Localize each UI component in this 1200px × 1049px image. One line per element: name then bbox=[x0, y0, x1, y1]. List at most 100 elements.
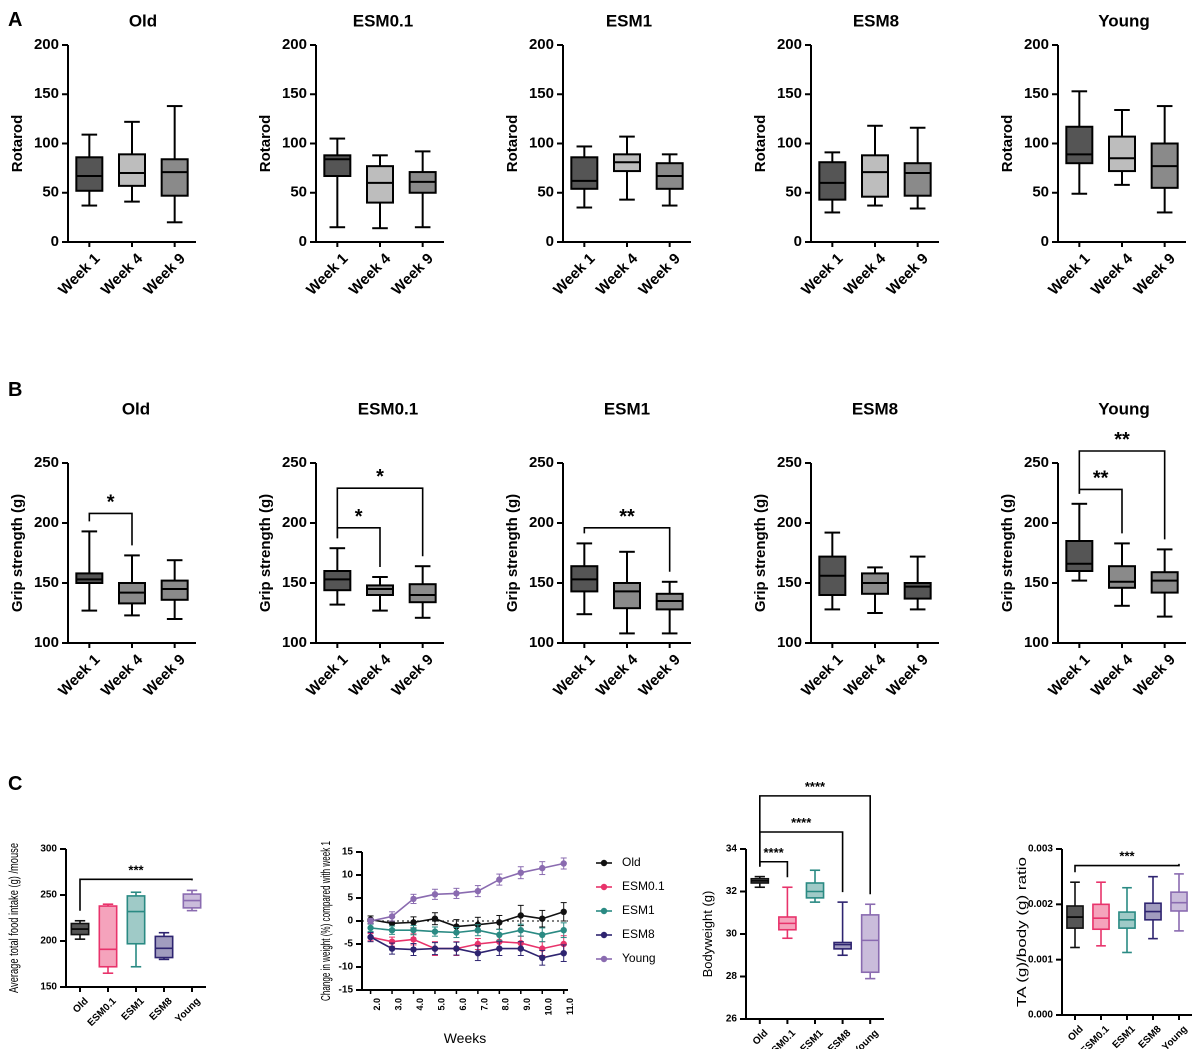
x-tick-label: Week 9 bbox=[635, 651, 683, 699]
y-tick-label: 200 bbox=[529, 36, 554, 53]
panel-label-b: B bbox=[8, 379, 22, 401]
x-tick-label: Week 9 bbox=[388, 250, 436, 298]
data-point bbox=[539, 954, 546, 961]
significance-bracket bbox=[758, 860, 789, 878]
x-tick-label: Week 9 bbox=[388, 651, 436, 699]
data-point bbox=[367, 917, 374, 925]
legend-label: Young bbox=[622, 951, 656, 965]
x-tick-label: 8.0 bbox=[501, 998, 511, 1011]
significance-bracket bbox=[88, 512, 133, 546]
x-tick-label: Week 9 bbox=[140, 651, 188, 699]
box-week-4 bbox=[366, 165, 394, 204]
y-axis-label: TA (g)/body (g) ratio bbox=[1014, 857, 1029, 1007]
x-tick-label: Week 4 bbox=[1088, 651, 1137, 700]
significance-label: * bbox=[376, 466, 384, 488]
box-week-9 bbox=[408, 583, 437, 604]
data-point bbox=[453, 890, 460, 897]
box-week-1 bbox=[323, 154, 352, 178]
data-point bbox=[517, 912, 524, 919]
significance-bracket bbox=[1074, 863, 1180, 873]
data-point bbox=[410, 895, 417, 903]
x-tick-label: ESM8 bbox=[826, 1028, 853, 1049]
significance-bracket bbox=[583, 526, 671, 572]
x-tick-label: Week 1 bbox=[1045, 250, 1093, 298]
y-tick-label: 150 bbox=[282, 85, 307, 102]
series-line bbox=[370, 927, 564, 936]
x-tick-label: Week 9 bbox=[883, 250, 931, 298]
x-tick-label: Week 9 bbox=[635, 250, 683, 298]
y-tick-label: 0 bbox=[794, 233, 802, 250]
chart-title: ESM8 bbox=[852, 399, 898, 418]
y-tick-label: 0 bbox=[1041, 233, 1049, 250]
significance-bracket bbox=[1078, 488, 1123, 534]
y-axis-label: Rotarod bbox=[504, 115, 521, 173]
y-tick-label: 30 bbox=[726, 929, 738, 940]
x-tick-label: 6.0 bbox=[458, 998, 468, 1011]
data-point bbox=[474, 887, 482, 895]
data-point bbox=[496, 931, 503, 938]
y-tick-label: 100 bbox=[529, 134, 554, 151]
significance-label: ** bbox=[1114, 429, 1130, 451]
panel-label-a: A bbox=[8, 9, 22, 31]
y-tick-label: 50 bbox=[1032, 184, 1049, 201]
y-tick-label: 200 bbox=[34, 36, 59, 53]
x-tick-label: Week 1 bbox=[798, 250, 846, 298]
chart-c4: 0.0000.0010.0020.003OldESM0.1ESM1ESM8You… bbox=[1014, 844, 1192, 1049]
x-axis-label: Weeks bbox=[444, 1030, 487, 1046]
y-tick-label: 34 bbox=[726, 844, 738, 855]
y-tick-label: 28 bbox=[726, 971, 738, 982]
data-point bbox=[431, 891, 439, 898]
y-tick-label: 150 bbox=[1024, 574, 1049, 591]
y-tick-label: 200 bbox=[529, 514, 554, 531]
y-axis-label: Grip strength (g) bbox=[257, 494, 274, 612]
data-point bbox=[388, 913, 396, 920]
y-tick-label: 200 bbox=[777, 36, 802, 53]
y-tick-label: 100 bbox=[777, 634, 802, 651]
data-point bbox=[388, 945, 396, 952]
y-tick-label: 250 bbox=[282, 454, 307, 471]
data-point bbox=[539, 864, 546, 872]
data-point bbox=[410, 936, 417, 943]
box-week-1 bbox=[1065, 540, 1094, 572]
data-point bbox=[431, 945, 439, 952]
series-young bbox=[367, 857, 567, 925]
box-esm8 bbox=[833, 941, 852, 950]
box-week-9 bbox=[903, 162, 932, 197]
x-tick-label: Young bbox=[1160, 1024, 1189, 1049]
y-tick-label: -5 bbox=[344, 939, 353, 950]
box-week-1 bbox=[1065, 125, 1094, 165]
y-tick-label: 50 bbox=[785, 184, 802, 201]
y-axis-label: Grip strength (g) bbox=[504, 494, 521, 612]
chart-title: ESM1 bbox=[606, 11, 652, 30]
chart-title: ESM0.1 bbox=[358, 399, 418, 418]
series-line bbox=[370, 936, 564, 959]
y-axis-label: Grip strength (g) bbox=[999, 494, 1016, 612]
y-axis-label: Rotarod bbox=[9, 115, 26, 173]
legend-marker bbox=[600, 931, 608, 939]
chart-c2: -15 -10 -5 0 5 10 15 2.0 3.0 4.0 5.0 6.0 7.0 8.0 9.0 10… bbox=[318, 841, 665, 1046]
box-week-1 bbox=[818, 161, 847, 201]
x-tick-label: Week 4 bbox=[593, 651, 642, 700]
data-point bbox=[453, 923, 460, 930]
data-point bbox=[431, 915, 439, 922]
y-tick-label: 250 bbox=[40, 890, 57, 901]
box-week-1 bbox=[570, 156, 599, 190]
x-tick-label: Week 4 bbox=[346, 651, 395, 700]
y-axis-label: Average total food intake (g) /mouse bbox=[6, 843, 21, 993]
box-week-4 bbox=[861, 154, 889, 198]
y-tick-label: 200 bbox=[282, 514, 307, 531]
data-point bbox=[560, 950, 567, 957]
data-point bbox=[496, 919, 503, 926]
box-week-9 bbox=[1150, 571, 1179, 594]
x-tick-label: Week 1 bbox=[550, 651, 598, 699]
x-tick-label: Week 4 bbox=[841, 250, 890, 299]
x-tick-label: ESM0.1 bbox=[765, 1028, 798, 1049]
y-tick-label: 50 bbox=[42, 184, 59, 201]
x-tick-label: ESM0.1 bbox=[1079, 1024, 1112, 1049]
legend-label: Old bbox=[622, 855, 641, 869]
